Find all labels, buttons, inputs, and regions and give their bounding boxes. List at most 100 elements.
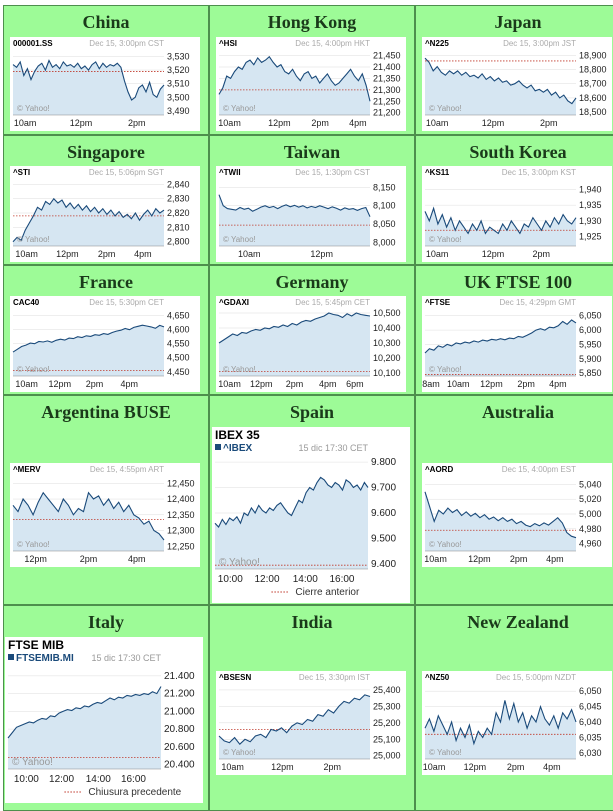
series-area	[8, 686, 161, 769]
y-tick-label: 21,450	[373, 51, 401, 61]
chart-svg: ^HSI Dec 15, 4:00pm HKT21,45021,40021,350…	[218, 39, 401, 128]
index-chart[interactable]: ^TWII Dec 15, 1:30pm CST 8,150 8,100 8,050 8,…	[216, 166, 406, 262]
x-tick-label: 4pm	[549, 379, 567, 389]
market-title: Australia	[482, 402, 554, 422]
y-tick-label: 1,925	[579, 232, 602, 242]
y-tick-label: 25,200	[373, 718, 401, 728]
x-tick-label: 14:00	[293, 574, 318, 585]
index-chart[interactable]: CAC40 Dec 15, 5:30pm CET 4,650 4,600 4,550 4,…	[10, 296, 200, 392]
series-line	[7, 686, 162, 739]
series-line	[424, 700, 577, 746]
x-tick-label: 10am	[426, 118, 449, 128]
x-tick-label: 10am	[15, 249, 38, 259]
x-tick-label: 8am	[422, 379, 440, 389]
index-chart[interactable]: ^N225 Dec 15, 3:00pm JST 18,900 18,800 18,70…	[422, 37, 612, 131]
yahoo-brand: © Yahoo!	[223, 748, 256, 757]
chart-symbol: FTSEMIB.MI	[16, 653, 74, 664]
y-tick-label: 5,900	[579, 354, 602, 364]
chart-symbol: 000001.SS	[13, 39, 53, 48]
series-swatch-icon	[215, 444, 221, 450]
series-line	[12, 59, 165, 101]
y-tick-label: 25,400	[373, 685, 401, 695]
market-title: Taiwan	[283, 142, 341, 162]
y-tick-label: 6,040	[579, 717, 602, 727]
yahoo-brand: © Yahoo!	[429, 365, 462, 374]
y-tick-label: 20.600	[164, 742, 195, 753]
y-tick-label: 3,510	[167, 79, 190, 89]
index-chart[interactable]: ^NZ50 Dec 15, 5:00pm NZDT 6,050 6,045 6,040 6…	[422, 671, 612, 775]
y-tick-label: 18,600	[579, 93, 607, 103]
x-tick-label: 12pm	[468, 554, 491, 564]
x-tick-label: 4pm	[134, 249, 152, 259]
y-tick-label: 6,050	[579, 686, 602, 696]
y-tick-label: 21.400	[164, 671, 195, 682]
x-tick-label: 10am	[218, 379, 241, 389]
chart-symbol: ^HSI	[219, 39, 237, 48]
y-tick-label: 10,300	[373, 338, 401, 348]
x-tick-label: 10am	[447, 379, 470, 389]
series-line	[424, 319, 577, 354]
index-chart[interactable]: ^GDAXI Dec 15, 5:45pm CET 10,500 10,400 10,3…	[216, 296, 406, 392]
y-tick-label: 4,650	[167, 311, 190, 321]
y-tick-label: 2,820	[167, 208, 190, 218]
chart-timestamp: Dec 15, 3:00pm JST	[503, 39, 576, 48]
x-tick-label: 12pm	[310, 249, 333, 259]
yahoo-brand: © Yahoo!	[17, 540, 50, 549]
yahoo-brand: © Yahoo!	[223, 235, 256, 244]
y-tick-label: 9.800	[371, 457, 396, 468]
market-title: Japan	[494, 12, 542, 32]
y-tick-label: 10,200	[373, 353, 401, 363]
y-tick-label: 25,100	[373, 734, 401, 744]
y-tick-label: 6,035	[579, 732, 602, 742]
market-title: France	[79, 272, 133, 292]
x-tick-label: 10am	[238, 249, 261, 259]
market-title: India	[291, 612, 333, 632]
x-tick-label: 10am	[15, 379, 38, 389]
x-tick-label: 10am	[426, 249, 449, 259]
index-chart[interactable]: ^FTSE Dec 15, 4:29pm GMT 6,050 6,000 5,950 5,…	[422, 296, 612, 392]
series-line	[424, 206, 577, 235]
y-tick-label: 20.800	[164, 724, 195, 735]
y-tick-label: 21,200	[373, 108, 401, 118]
chart-timestamp: Dec 15, 4:29pm GMT	[500, 298, 577, 307]
y-tick-label: 12,250	[167, 541, 195, 551]
index-chart[interactable]: IBEX 35 ^IBEX 15 dic 17:30 CET 9.800 9.700 9.…	[212, 427, 410, 603]
x-tick-label: 12pm	[482, 118, 505, 128]
y-tick-label: 4,500	[167, 353, 190, 363]
series-area	[219, 694, 370, 759]
chart-timestamp: Dec 15, 1:30pm CST	[295, 168, 370, 177]
x-tick-label: 2pm	[311, 118, 329, 128]
x-tick-label: 10am	[221, 762, 244, 772]
y-tick-label: 18,800	[579, 64, 607, 74]
y-tick-label: 9.500	[371, 533, 396, 544]
y-tick-label: 4,450	[167, 367, 190, 377]
chart-timestamp: Dec 15, 4:00pm HKT	[295, 39, 370, 48]
chart-timestamp: Dec 15, 4:00pm EST	[502, 465, 576, 474]
index-chart[interactable]: ^BSESN Dec 15, 3:30pm IST 25,400 25,300 25,2…	[216, 671, 406, 775]
y-tick-label: 6,030	[579, 748, 602, 758]
y-tick-label: 3,490	[167, 106, 190, 116]
index-chart[interactable]: FTSE MIB FTSEMIB.MI 15 dic 17:30 CET 21.400…	[5, 637, 203, 803]
y-tick-label: 9.700	[371, 483, 396, 494]
y-tick-label: 12,300	[167, 526, 195, 536]
chart-timestamp: Dec 15, 3:00pm KST	[502, 168, 576, 177]
index-chart[interactable]: 000001.SS Dec 15, 3:00pm CST 3,530 3,520 3,5…	[10, 37, 200, 131]
index-chart[interactable]: ^HSI Dec 15, 4:00pm HKT 21,450 21,400 21,350…	[216, 37, 406, 131]
market-title: UK FTSE 100	[463, 272, 573, 292]
x-tick-label: 2pm	[507, 762, 525, 772]
series-area	[13, 325, 164, 376]
x-tick-label: 2pm	[98, 249, 116, 259]
index-chart[interactable]: ^MERV Dec 15, 4:55pm ART 12,450 12,400 12,35…	[10, 463, 200, 567]
index-chart[interactable]: ^AORD Dec 15, 4:00pm EST 5,040 5,020 5,000 4,…	[422, 463, 612, 567]
series-line	[218, 55, 371, 102]
series-area	[425, 208, 576, 246]
x-tick-label: 2pm	[533, 249, 551, 259]
y-tick-label: 21,300	[373, 85, 401, 95]
x-tick-label: 4pm	[349, 118, 367, 128]
market-title: Hong Kong	[267, 12, 357, 32]
y-tick-label: 12,450	[167, 478, 195, 488]
index-chart[interactable]: ^KS11 Dec 15, 3:00pm KST 1,940 1,935 1,930 1,…	[422, 166, 612, 262]
index-chart[interactable]: ^STI Dec 15, 5:06pm SGT 2,840 2,830 2,820 2,8…	[10, 166, 200, 262]
